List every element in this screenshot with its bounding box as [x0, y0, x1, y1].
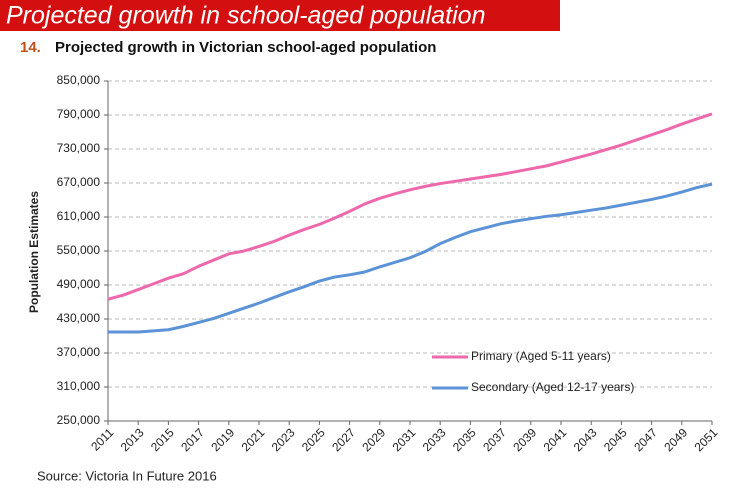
- x-tick-label: 2049: [661, 425, 690, 454]
- y-tick-label: 490,000: [57, 277, 101, 291]
- x-tick-label: 2027: [329, 425, 358, 454]
- x-tick-label: 2035: [450, 425, 479, 454]
- y-tick-label: 550,000: [57, 243, 101, 257]
- y-tick-label: 670,000: [57, 175, 101, 189]
- x-tick-label: 2029: [359, 425, 388, 454]
- x-tick-label: 2043: [571, 425, 600, 454]
- x-tick-label: 2021: [239, 425, 268, 454]
- x-tick-label: 2031: [390, 425, 419, 454]
- figure-number: 14.: [20, 39, 41, 56]
- series-line: [108, 182, 713, 334]
- x-tick-label: 2051: [692, 425, 721, 454]
- y-tick-label: 610,000: [57, 209, 101, 223]
- x-tick-label: 2037: [480, 425, 509, 454]
- x-tick-label: 2017: [178, 425, 207, 454]
- legend-label: Primary (Aged 5-11 years): [471, 349, 611, 363]
- source: Source: Victoria In Future 2016: [37, 468, 217, 483]
- y-tick-label: 850,000: [57, 73, 101, 87]
- y-tick-label: 370,000: [57, 345, 101, 359]
- series-line: [107, 112, 713, 301]
- chart-title: Projected growth in Victorian school-age…: [55, 39, 436, 56]
- x-tick-label: 2025: [299, 425, 328, 454]
- y-axis-label: Population Estimates: [27, 191, 41, 313]
- y-tick-label: 250,000: [57, 413, 101, 427]
- x-tick-label: 2013: [118, 425, 147, 454]
- x-tick-label: 2015: [148, 425, 177, 454]
- x-tick-label: 2045: [601, 425, 630, 454]
- x-tick-label: 2033: [420, 425, 449, 454]
- x-tick-label: 2023: [269, 425, 298, 454]
- banner-bg: [0, 0, 560, 31]
- x-tick-label: 2039: [510, 425, 539, 454]
- x-tick-label: 2047: [631, 425, 660, 454]
- y-tick-label: 730,000: [57, 141, 101, 155]
- y-tick-label: 310,000: [57, 379, 101, 393]
- y-tick-label: 430,000: [57, 311, 101, 325]
- banner: Projected growth in school-aged populati…: [6, 2, 485, 30]
- x-tick-label: 2041: [541, 425, 570, 454]
- x-tick-label: 2019: [208, 425, 237, 454]
- legend-label: Secondary (Aged 12-17 years): [471, 380, 634, 394]
- x-tick-label: 2011: [88, 425, 116, 453]
- y-tick-label: 790,000: [57, 107, 101, 121]
